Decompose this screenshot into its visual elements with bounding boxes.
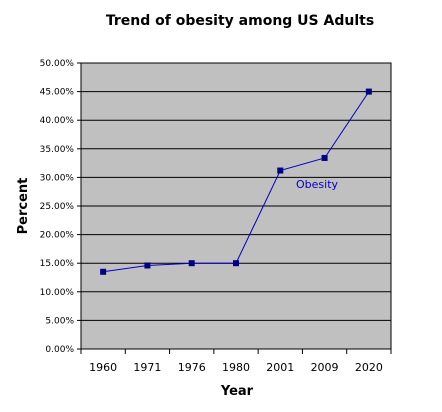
y-tick-label: 35.00%: [40, 145, 75, 155]
data-point: [233, 260, 239, 267]
y-tick-label: 45.00%: [40, 88, 75, 98]
x-axis-ticks: 1960 1971 1976 1980 2001 2009 2020: [80, 349, 392, 374]
x-tick-label: 2001: [266, 361, 294, 374]
x-tick-label: 1960: [89, 361, 117, 374]
y-tick-label: 5.00%: [45, 316, 74, 326]
x-tick-label: 2009: [311, 361, 339, 374]
y-tick-label: 15.00%: [40, 259, 75, 269]
y-tick-label: 30.00%: [40, 173, 75, 183]
y-axis-title: Percent: [16, 178, 31, 235]
y-tick-label: 10.00%: [40, 288, 75, 298]
data-point: [365, 88, 372, 95]
y-tick-label: 25.00%: [40, 202, 75, 212]
x-axis-title: Year: [220, 384, 254, 399]
y-tick-label: 20.00%: [40, 231, 75, 241]
y-tick-label: 40.00%: [40, 116, 75, 126]
series-annotation: Obesity: [296, 178, 339, 191]
data-point: [188, 260, 195, 267]
y-axis-ticks: 0.00% 5.00% 10.00% 15.00% 20.00% 25.00% 30.00%…: [40, 59, 81, 355]
x-tick-label: 1980: [222, 361, 250, 374]
data-point: [100, 268, 107, 275]
data-point: [144, 262, 151, 269]
y-tick-label: 0.00%: [45, 345, 74, 355]
x-tick-label: 2020: [355, 361, 383, 374]
data-points: [100, 88, 372, 275]
y-tick-label: 50.00%: [40, 59, 75, 69]
x-tick-label: 1971: [133, 361, 161, 374]
gridlines: [81, 91, 391, 321]
data-point: [277, 167, 284, 174]
data-point: [321, 154, 328, 161]
chart-title: Trend of obesity among US Adults: [106, 13, 374, 29]
x-tick-label: 1976: [178, 361, 206, 374]
